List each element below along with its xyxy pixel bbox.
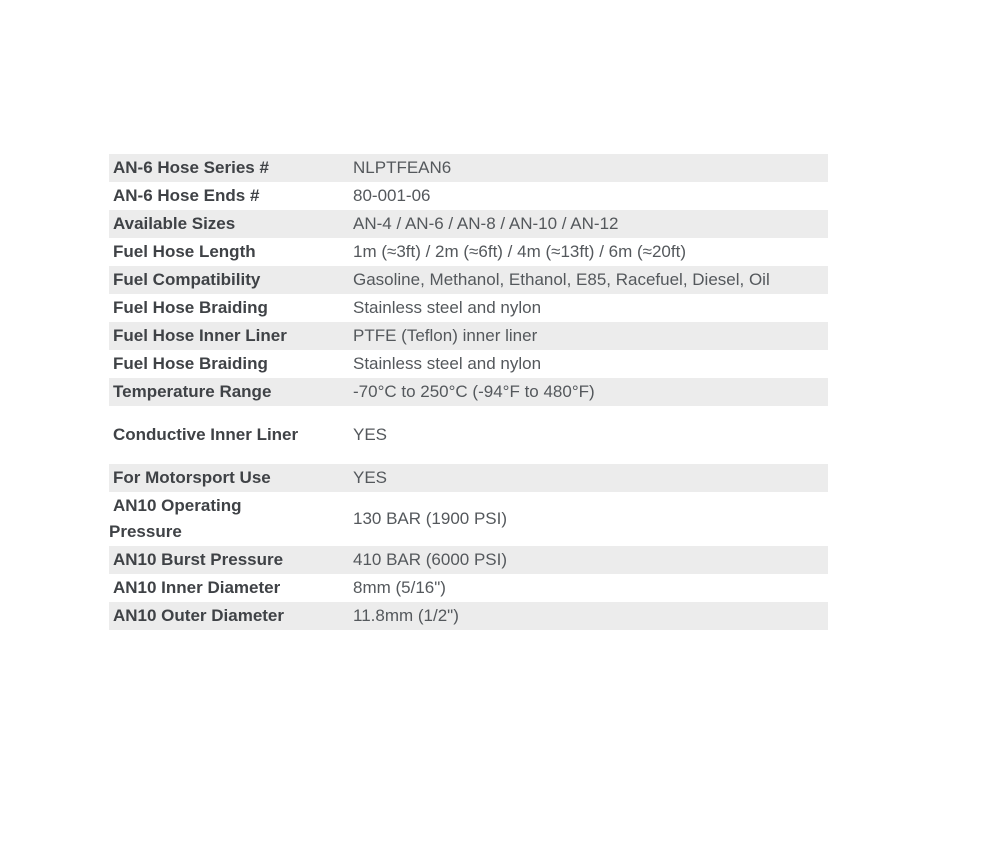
spec-row-an10-inner-diameter: AN10 Inner Diameter 8mm (5/16") [109,574,828,602]
spec-value: 130 BAR (1900 PSI) [347,492,828,546]
spec-row-for-motorsport-use: For Motorsport Use YES [109,464,828,492]
spec-label: AN10 Burst Pressure [109,546,347,574]
spec-value: 80-001-06 [347,182,828,210]
spec-label-text: Available Sizes [113,214,236,233]
spec-row-temperature-range: Temperature Range -70°C to 250°C (-94°F … [109,378,828,406]
spec-label: AN-6 Hose Series # [109,154,347,182]
spec-label: AN10 Inner Diameter [109,574,347,602]
spec-value-text: Stainless steel and nylon [353,354,542,373]
spec-value: 410 BAR (6000 PSI) [347,546,828,574]
spec-label: For Motorsport Use [109,464,347,492]
spec-value: AN-4 / AN-6 / AN-8 / AN-10 / AN-12 [347,210,828,238]
spec-label: Temperature Range [109,378,347,406]
spec-label-text: Fuel Compatibility [113,270,261,289]
spec-value-text: Stainless steel and nylon [353,298,542,317]
spec-row-fuel-compatibility: Fuel Compatibility Gasoline, Methanol, E… [109,266,828,294]
spec-value-text: NLPTFEAN6 [353,158,452,177]
spec-value: YES [347,406,828,464]
spec-value-text: YES [353,468,388,487]
spec-label-text: Fuel Hose Inner Liner [113,326,287,345]
spec-row-fuel-hose-braiding-2: Fuel Hose Braiding Stainless steel and n… [109,350,828,378]
spec-row-an6-hose-ends: AN-6 Hose Ends # 80-001-06 [109,182,828,210]
spec-row-an10-operating-pressure: AN10 Operating Pressure 130 BAR (1900 PS… [109,492,828,546]
spec-value-text: AN-4 / AN-6 / AN-8 / AN-10 / AN-12 [353,214,619,233]
spec-value: Gasoline, Methanol, Ethanol, E85, Racefu… [347,266,828,294]
spec-label-text: Conductive Inner Liner [113,425,299,444]
spec-value-text: 1m (≈3ft) / 2m (≈6ft) / 4m (≈13ft) / 6m … [353,242,686,261]
spec-label: Fuel Hose Braiding [109,294,347,322]
spec-label-text: AN-6 Hose Series # [113,158,269,177]
specifications-table: AN-6 Hose Series # NLPTFEAN6 AN-6 Hose E… [109,154,828,630]
spec-value: Stainless steel and nylon [347,350,828,378]
spec-value-text: 8mm (5/16") [353,578,446,597]
spec-label-text: AN-6 Hose Ends # [113,186,260,205]
spec-label: Fuel Hose Braiding [109,350,347,378]
spec-label-text: AN10 Operating Pressure [109,496,242,541]
spec-value-text: 410 BAR (6000 PSI) [353,550,508,569]
spec-label: Fuel Hose Inner Liner [109,322,347,350]
spec-label-text: Fuel Hose Braiding [113,354,268,373]
spec-row-conductive-inner-liner: Conductive Inner Liner YES [109,406,828,464]
spec-label-text: Temperature Range [113,382,272,401]
spec-value: NLPTFEAN6 [347,154,828,182]
spec-row-fuel-hose-braiding-1: Fuel Hose Braiding Stainless steel and n… [109,294,828,322]
spec-label: Fuel Hose Length [109,238,347,266]
spec-value: PTFE (Teflon) inner liner [347,322,828,350]
spec-row-fuel-hose-length: Fuel Hose Length 1m (≈3ft) / 2m (≈6ft) /… [109,238,828,266]
spec-label: AN10 Outer Diameter [109,602,347,630]
spec-value: Stainless steel and nylon [347,294,828,322]
spec-value-text: YES [353,425,388,444]
spec-value: 8mm (5/16") [347,574,828,602]
spec-row-an10-burst-pressure: AN10 Burst Pressure 410 BAR (6000 PSI) [109,546,828,574]
spec-label-text: AN10 Burst Pressure [113,550,284,569]
spec-value-text: 11.8mm (1/2") [353,606,459,625]
spec-label-text: Fuel Hose Length [113,242,256,261]
spec-label: Conductive Inner Liner [109,406,347,464]
spec-label-text: Fuel Hose Braiding [113,298,268,317]
spec-value: YES [347,464,828,492]
spec-label-text: For Motorsport Use [113,468,271,487]
spec-value: 11.8mm (1/2") [347,602,828,630]
spec-label: Fuel Compatibility [109,266,347,294]
spec-value-text: Gasoline, Methanol, Ethanol, E85, Racefu… [353,270,770,289]
spec-label: AN10 Operating Pressure [109,492,347,546]
spec-label: Available Sizes [109,210,347,238]
spec-value: 1m (≈3ft) / 2m (≈6ft) / 4m (≈13ft) / 6m … [347,238,828,266]
spec-label-text: AN10 Outer Diameter [113,606,285,625]
spec-label-text: AN10 Inner Diameter [113,578,281,597]
spec-row-an10-outer-diameter: AN10 Outer Diameter 11.8mm (1/2") [109,602,828,630]
spec-value-text: PTFE (Teflon) inner liner [353,326,538,345]
spec-value-text: -70°C to 250°C (-94°F to 480°F) [353,382,595,401]
spec-row-fuel-hose-inner-liner: Fuel Hose Inner Liner PTFE (Teflon) inne… [109,322,828,350]
spec-label: AN-6 Hose Ends # [109,182,347,210]
spec-value-text: 130 BAR (1900 PSI) [353,509,508,528]
spec-value: -70°C to 250°C (-94°F to 480°F) [347,378,828,406]
spec-row-available-sizes: Available Sizes AN-4 / AN-6 / AN-8 / AN-… [109,210,828,238]
spec-value-text: 80-001-06 [353,186,431,205]
spec-row-an6-hose-series: AN-6 Hose Series # NLPTFEAN6 [109,154,828,182]
